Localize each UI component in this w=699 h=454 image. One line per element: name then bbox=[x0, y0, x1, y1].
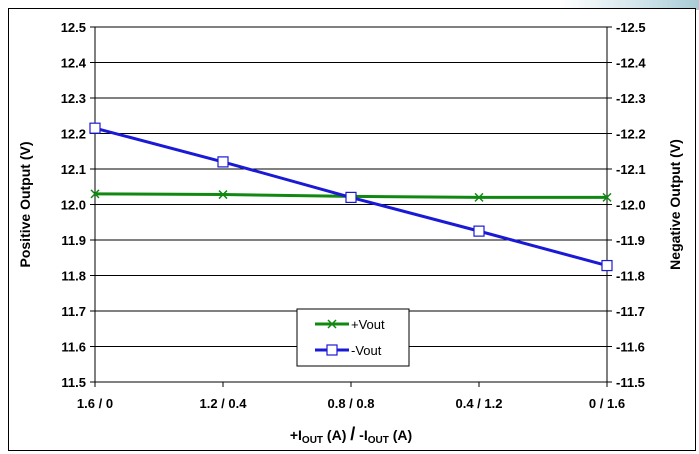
legend-marker-negative-vout bbox=[326, 344, 338, 356]
series-negative-vout bbox=[89, 122, 613, 272]
x-tick-label: 0.4 / 1.2 bbox=[456, 396, 503, 411]
x-tick-label: 0 / 1.6 bbox=[589, 396, 625, 411]
series-layer bbox=[89, 122, 613, 272]
data-point-positive-vout bbox=[474, 192, 484, 202]
left-tick-label: 12.4 bbox=[61, 56, 87, 71]
marker-stroke bbox=[474, 192, 484, 202]
right-tick-label: -12.1 bbox=[616, 162, 646, 177]
x-axis-title-slash: / bbox=[350, 424, 355, 444]
x-axis-title: +IOUT (A) / -IOUT (A) bbox=[290, 424, 412, 446]
left-tick-label: 11.9 bbox=[61, 233, 86, 248]
left-tick-label: 12.1 bbox=[61, 162, 86, 177]
legend-label-positive-vout: +Vout bbox=[351, 317, 385, 332]
x-axis-ticks: 1.6 / 0 1.2 / 0.4 0.8 / 0.8 0.4 / 1.2 0 / 1.… bbox=[77, 382, 625, 411]
x-axis-title-part: (A) bbox=[389, 427, 412, 443]
left-axis-title: Positive Output (V) bbox=[17, 142, 33, 268]
left-tick-label: 11.8 bbox=[61, 269, 86, 284]
x-tick-label: 1.2 / 0.4 bbox=[200, 396, 248, 411]
marker-stroke bbox=[90, 189, 100, 199]
data-point-negative-vout bbox=[345, 191, 357, 203]
x-axis-title-subscript: OUT bbox=[368, 435, 389, 446]
x-tick-label: 1.6 / 0 bbox=[77, 396, 113, 411]
left-tick-label: 11.5 bbox=[61, 375, 86, 390]
data-point-positive-vout bbox=[90, 189, 100, 199]
right-tick-label: -12.5 bbox=[616, 20, 646, 35]
right-tick-label: -12.0 bbox=[616, 198, 646, 213]
right-axis-ticks: -11.5 -11.6 -11.7 -11.8 -11.9 -12.0 -12.1 -12.2… bbox=[607, 20, 646, 390]
legend: +Vout -Vout bbox=[296, 308, 410, 367]
x-axis-title-subscript: OUT bbox=[302, 435, 323, 446]
data-point-negative-vout bbox=[473, 225, 485, 237]
corner-decoration bbox=[560, 0, 699, 10]
data-point-negative-vout bbox=[217, 156, 229, 168]
left-tick-label: 12.5 bbox=[61, 20, 86, 35]
marker-stroke bbox=[602, 192, 612, 202]
legend-marker-positive-vout bbox=[327, 319, 337, 329]
left-tick-label: 12.3 bbox=[61, 91, 86, 106]
left-tick-label: 12.0 bbox=[61, 198, 86, 213]
right-tick-label: -11.9 bbox=[616, 233, 645, 248]
data-point-positive-vout bbox=[218, 190, 228, 200]
left-tick-label: 11.7 bbox=[61, 304, 86, 319]
left-tick-label: 11.6 bbox=[61, 340, 86, 355]
x-axis-title-part: +I bbox=[290, 427, 302, 443]
right-tick-label: -11.6 bbox=[616, 340, 645, 355]
right-tick-label: -11.8 bbox=[616, 269, 645, 284]
legend-box bbox=[296, 308, 410, 367]
left-tick-label: 12.2 bbox=[61, 127, 86, 142]
right-tick-label: -12.4 bbox=[616, 56, 646, 71]
left-axis-ticks: 11.5 11.6 11.7 11.8 11.9 12.0 12.1 12.2 12.3 12.4… bbox=[61, 20, 95, 390]
legend-label-negative-vout: -Vout bbox=[351, 343, 382, 358]
x-tick-label: 0.8 / 0.8 bbox=[328, 396, 375, 411]
data-point-negative-vout bbox=[89, 122, 101, 134]
right-tick-label: -12.3 bbox=[616, 91, 646, 106]
right-axis-title: Negative Output (V) bbox=[667, 139, 683, 270]
right-tick-label: -11.5 bbox=[616, 375, 645, 390]
marker-stroke bbox=[218, 190, 228, 200]
grid-lines bbox=[95, 62, 607, 347]
x-axis-title-part: -I bbox=[355, 427, 367, 443]
chart-frame bbox=[8, 8, 696, 451]
x-axis-title-part: (A) bbox=[323, 427, 350, 443]
marker-stroke bbox=[327, 319, 337, 329]
right-tick-label: -12.2 bbox=[616, 127, 646, 142]
data-point-negative-vout bbox=[601, 259, 613, 272]
data-point-positive-vout bbox=[602, 192, 612, 202]
right-tick-label: -11.7 bbox=[616, 304, 645, 319]
